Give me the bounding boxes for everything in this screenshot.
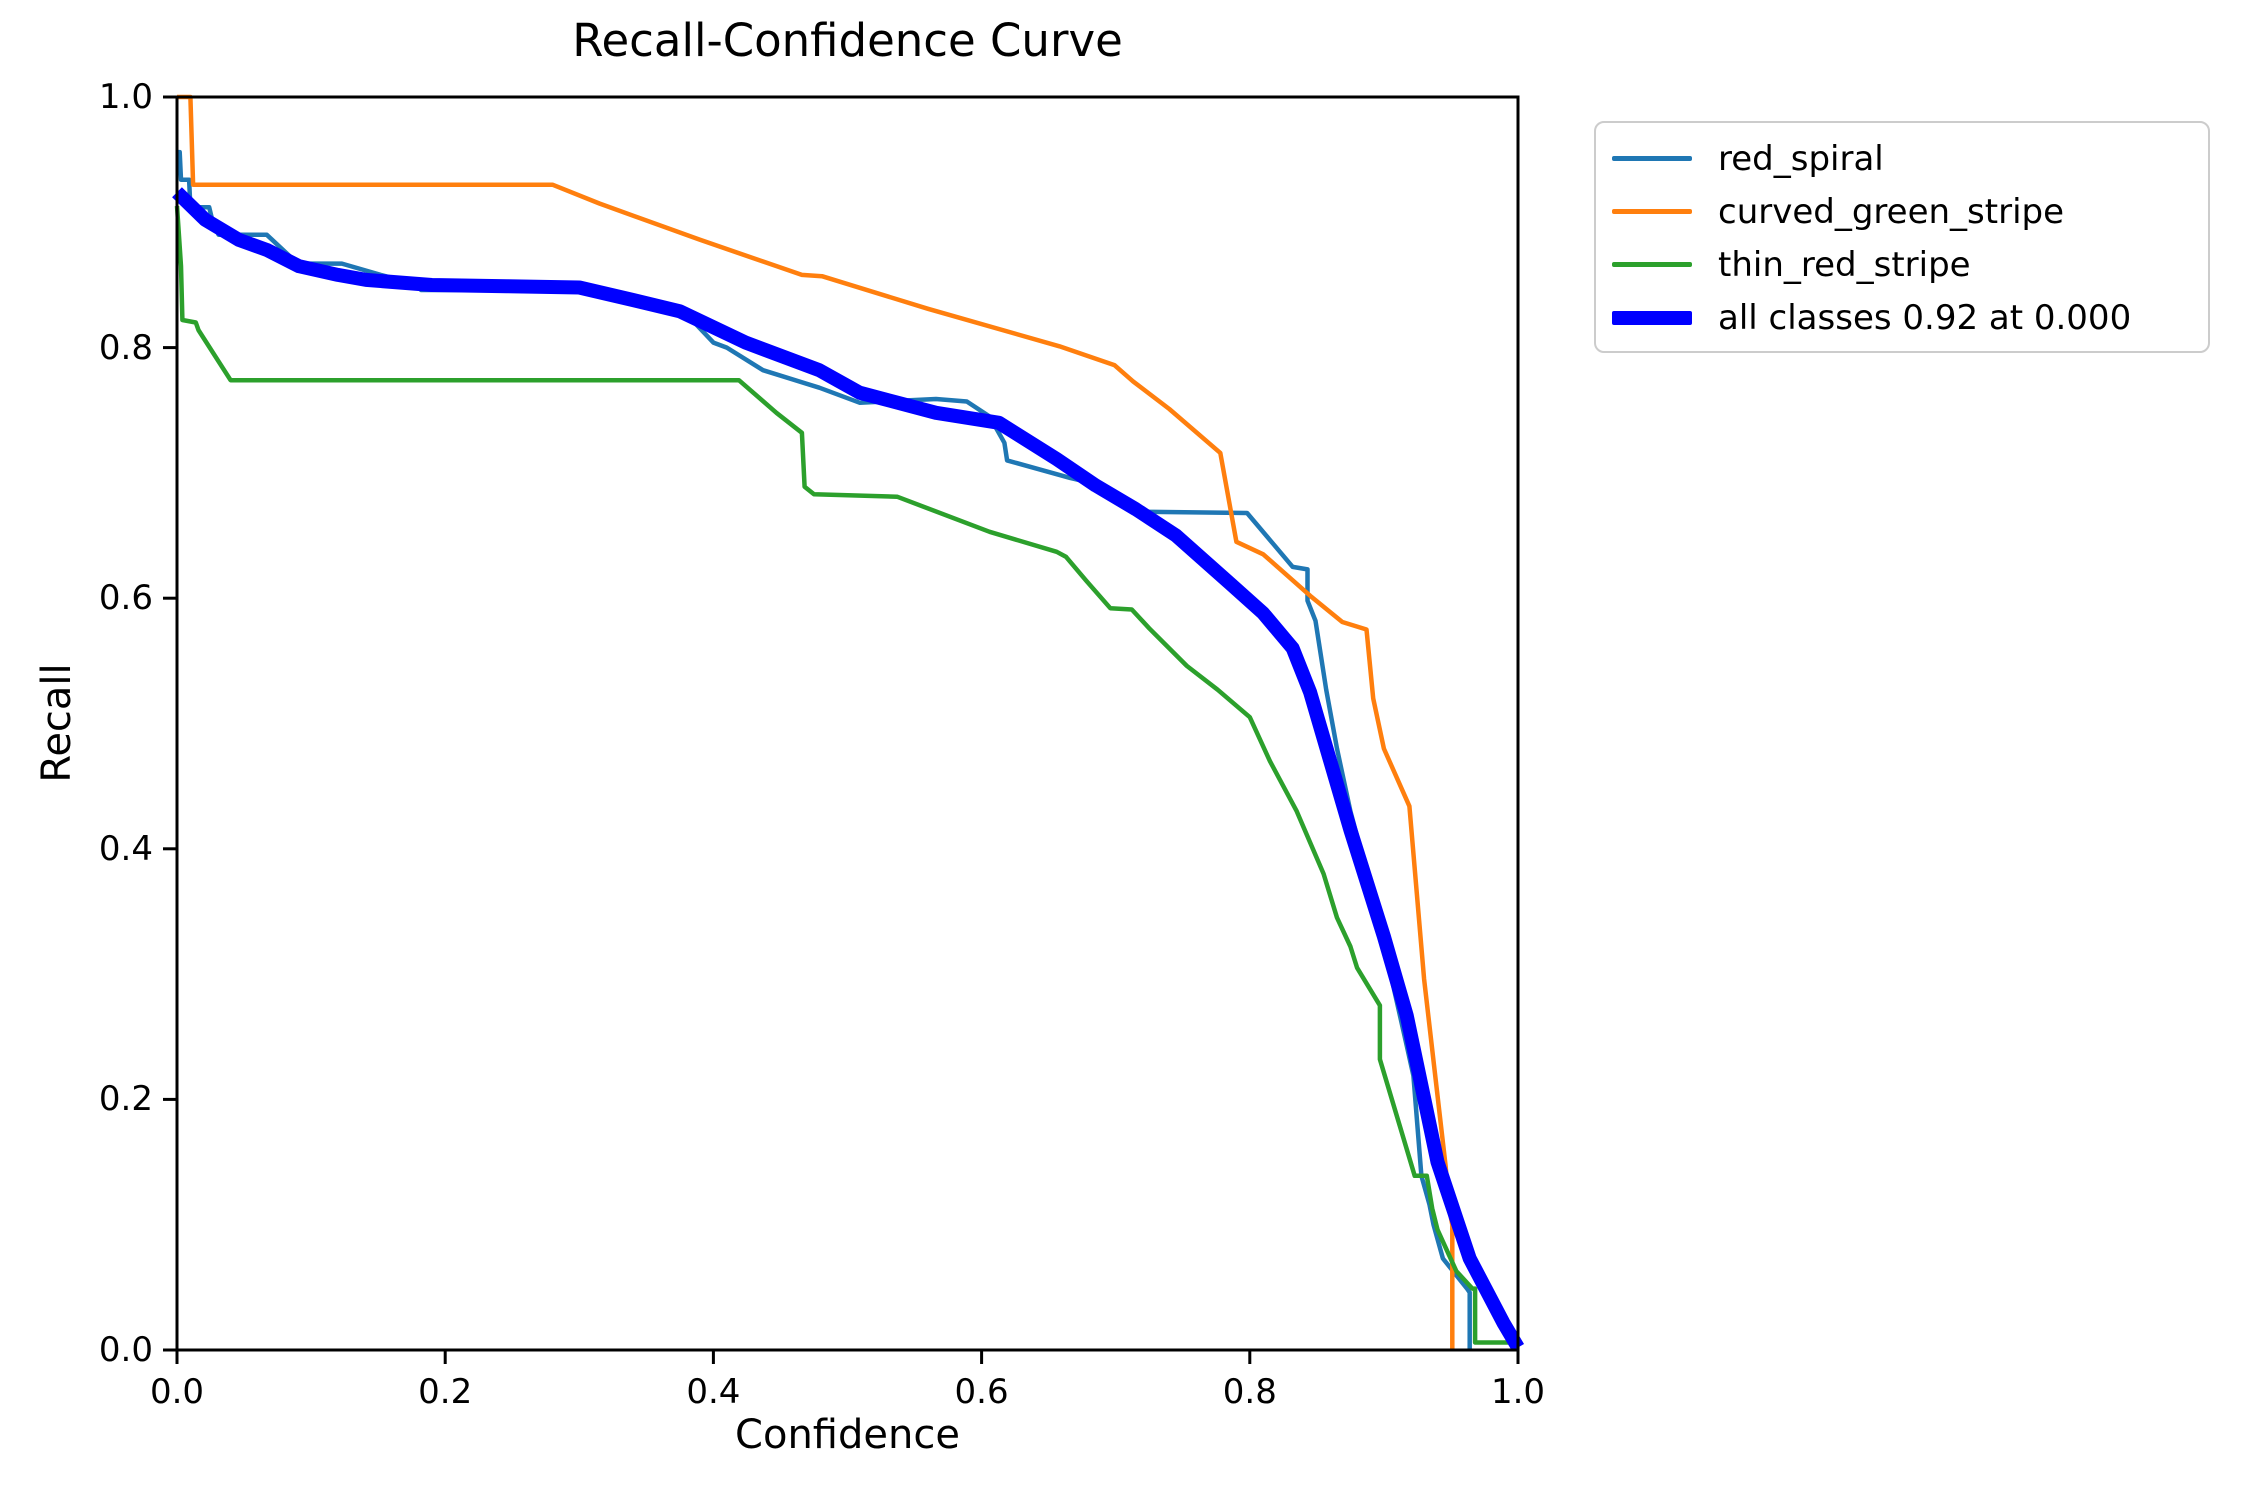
x-axis-label: Confidence	[735, 1412, 960, 1458]
series-line-red_spiral	[177, 149, 1472, 1350]
axes-spines	[175, 95, 1520, 1352]
legend-line-sample	[1612, 310, 1692, 325]
series-line-thin_red_stripe	[174, 205, 1517, 1351]
y-tick-label: 0.0	[98, 1330, 153, 1370]
legend-label: all classes 0.92 at 0.000	[1718, 297, 2132, 338]
series-lines	[172, 94, 1525, 1352]
series-line-all-classes-0.92-at-0.000	[172, 187, 1525, 1352]
y-tick-label: 0.2	[98, 1079, 153, 1120]
y-tick-label: 0.8	[98, 327, 153, 368]
legend-row: curved_green_stripe	[1612, 185, 2208, 238]
x-tick-label: 0.6	[954, 1372, 1009, 1412]
legend-line-sample	[1612, 209, 1692, 214]
legend-row: all classes 0.92 at 0.000	[1612, 291, 2208, 344]
y-axis-label: Recall	[34, 663, 80, 783]
y-tick-label: 0.6	[98, 578, 153, 619]
legend-label: red_spiral	[1718, 138, 1884, 179]
y-tick-label: 1.0	[98, 77, 153, 117]
legend-line-sample	[1612, 156, 1692, 161]
axis-ticks	[163, 95, 1520, 1364]
y-tick-label: 0.4	[98, 828, 153, 869]
legend-line-sample	[1612, 262, 1692, 267]
legend: red_spiral curved_green_stripe thin_red_…	[1594, 121, 2210, 353]
x-tick-label: 0.4	[686, 1372, 741, 1412]
legend-label: curved_green_stripe	[1718, 191, 2065, 232]
x-tick-label: 0.0	[149, 1372, 205, 1412]
legend-label: thin_red_stripe	[1718, 244, 1971, 285]
legend-row: thin_red_stripe	[1612, 238, 2208, 291]
x-tick-label: 1.0	[1490, 1372, 1546, 1412]
legend-row: red_spiral	[1612, 132, 2208, 185]
chart-title: Recall-Confidence Curve	[572, 14, 1123, 67]
x-tick-label: 0.2	[418, 1372, 473, 1412]
x-tick-label: 0.8	[1222, 1372, 1277, 1412]
series-line-curved_green_stripe	[177, 94, 1455, 1350]
